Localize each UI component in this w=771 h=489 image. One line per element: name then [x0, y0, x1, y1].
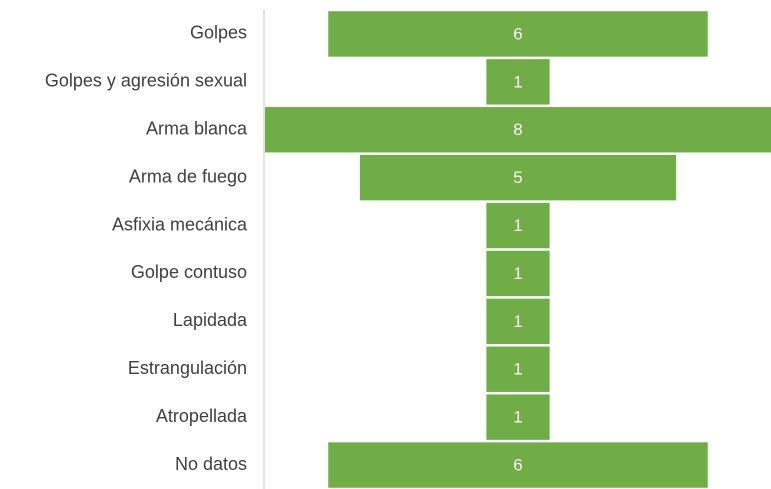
- data-label: 1: [513, 216, 522, 235]
- data-label: 8: [513, 120, 522, 139]
- category-label: Golpes: [190, 23, 247, 43]
- bar: [486, 394, 550, 440]
- category-label: Estrangulación: [128, 358, 247, 378]
- bar: [328, 11, 708, 57]
- category-label: Golpes y agresión sexual: [45, 71, 247, 91]
- data-label: 1: [513, 264, 522, 283]
- bar: [265, 107, 771, 153]
- bar: [486, 298, 550, 345]
- data-label: 6: [513, 456, 522, 475]
- bar: [486, 202, 550, 249]
- category-label: Arma blanca: [146, 119, 248, 139]
- category-label: Arma de fuego: [129, 166, 247, 186]
- data-label: 5: [513, 168, 522, 187]
- category-label: Golpe contuso: [131, 262, 247, 282]
- bar: [359, 154, 677, 201]
- data-label: 1: [513, 72, 522, 91]
- category-label: Atropellada: [156, 406, 248, 426]
- data-label: 1: [513, 360, 522, 379]
- category-label: Lapidada: [173, 310, 248, 330]
- data-label: 1: [513, 408, 522, 427]
- bar: [328, 442, 708, 488]
- bar: [486, 346, 550, 392]
- category-label: No datos: [175, 454, 247, 474]
- bar: [486, 250, 550, 297]
- category-label: Asfixia mecánica: [112, 214, 248, 234]
- bar: [486, 59, 550, 105]
- data-label: 6: [513, 24, 522, 43]
- data-label: 1: [513, 312, 522, 331]
